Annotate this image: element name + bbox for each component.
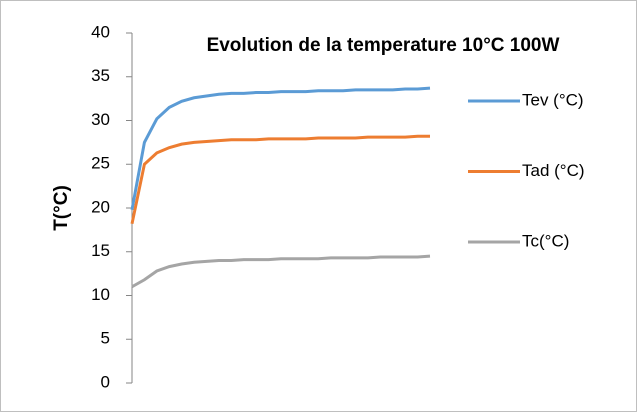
line-series [131, 254, 431, 289]
legend-label: Tc(°C) [522, 231, 569, 250]
chart-title: Evolution de la temperature 10°C 100W [207, 35, 560, 56]
y-tick-label: 0 [101, 372, 110, 391]
legend-label: Tad (°C) [522, 161, 585, 180]
y-tick-label: 40 [91, 22, 110, 41]
line-series [130, 86, 431, 211]
y-axis-label: T(°C) [51, 185, 72, 231]
y-tick-label: 30 [91, 110, 110, 129]
y-tick-label: 35 [91, 66, 110, 85]
y-tick-label: 10 [91, 285, 110, 304]
y-tick-label: 15 [91, 241, 110, 260]
y-tick-label: 5 [101, 329, 110, 348]
line-series [130, 134, 430, 225]
y-tick-label: 25 [91, 154, 110, 173]
y-tick-label: 20 [91, 197, 110, 216]
legend-label: Tev (°C) [522, 90, 584, 109]
